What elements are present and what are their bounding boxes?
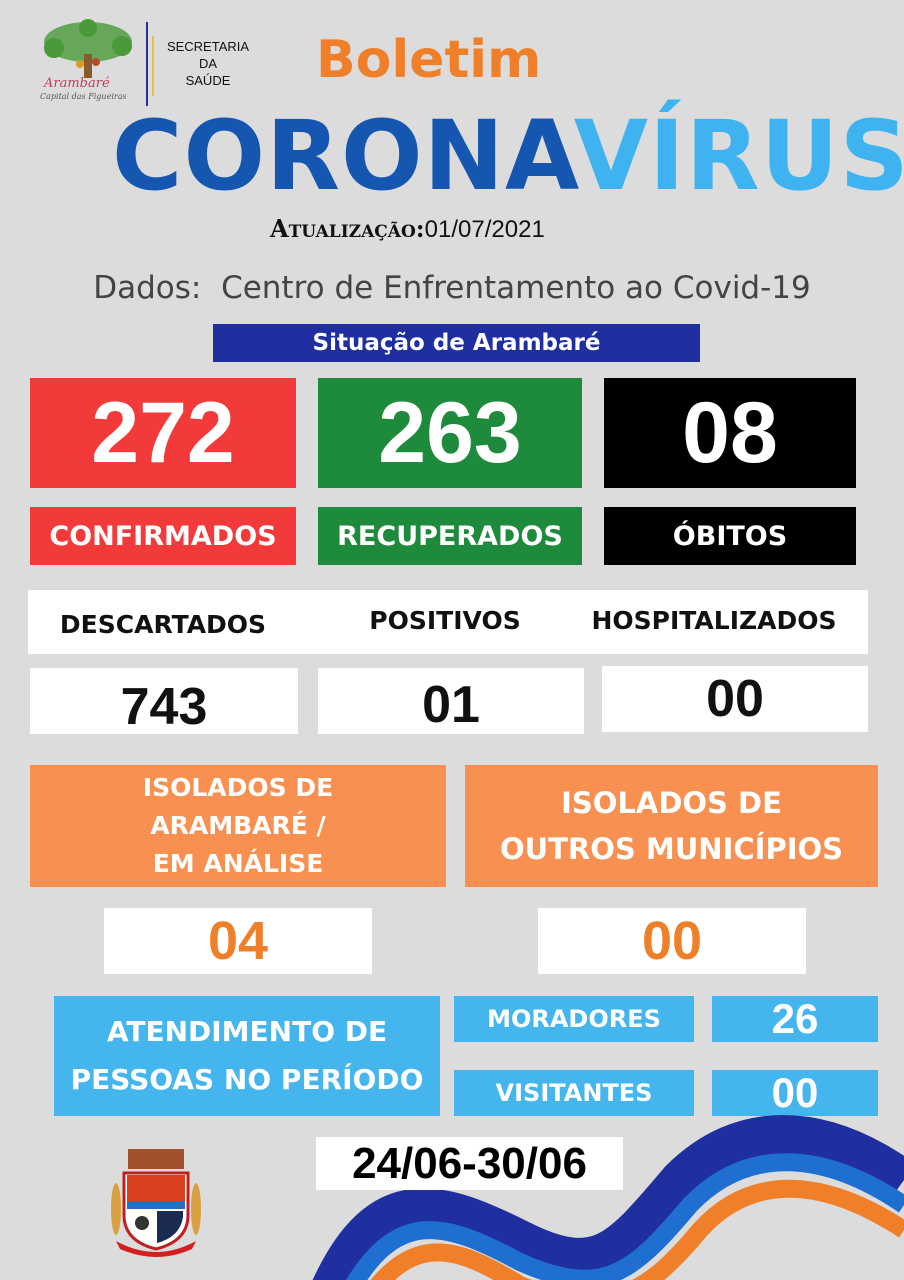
label-line: ISOLADOS DE — [561, 786, 782, 820]
logo-subtitle: Capital das Figueiras — [40, 92, 127, 101]
isolated-other-value: 00 — [538, 908, 806, 974]
secondary-labels-strip — [28, 590, 868, 654]
hospitalized-label: HOSPITALIZADOS — [591, 605, 837, 635]
label-line: ARAMBARÉ / — [150, 811, 326, 840]
divider-blue — [146, 22, 148, 106]
update-line: Atualização:01/07/2021 — [270, 214, 545, 244]
label-line: ISOLADOS DE — [142, 773, 334, 802]
label-line: PESSOAS NO PERÍODO — [70, 1063, 424, 1096]
visitors-label: VISITANTES — [454, 1070, 694, 1116]
logo-text: Arambaré — [44, 76, 110, 91]
update-date: 01/07/2021 — [424, 216, 545, 243]
recovered-value: 263 — [318, 378, 582, 488]
period-dates: 24/06-30/06 — [316, 1137, 623, 1190]
label-line: OUTROS MUNICÍPIOS — [499, 832, 844, 866]
hospitalized-value: 00 — [602, 666, 868, 732]
deaths-label: ÓBITOS — [604, 507, 856, 565]
discarded-value: 743 — [30, 668, 298, 736]
department-line: DA — [198, 56, 218, 71]
visitors-value: 00 — [712, 1069, 878, 1116]
data-source: Dados: Centro de Enfrentamento ao Covid-… — [93, 270, 811, 306]
isolated-other-label: ISOLADOS DE OUTROS MUNICÍPIOS — [465, 765, 878, 887]
department-line: SAÚDE — [185, 73, 231, 88]
title-corona: CORONA — [112, 100, 574, 212]
department-line: SECRETARIA — [166, 39, 250, 54]
label-line: ATENDIMENTO DE — [106, 1015, 388, 1048]
isolated-local-label: ISOLADOS DE ARAMBARÉ / EM ANÁLISE — [30, 765, 446, 887]
discarded-label: DESCARTADOS — [59, 609, 267, 639]
coat-of-arms — [100, 1145, 212, 1257]
update-label: Atualização: — [270, 214, 425, 243]
divider-yellow — [152, 36, 154, 96]
positive-label: POSITIVOS — [369, 605, 521, 635]
attendance-label: ATENDIMENTO DE PESSOAS NO PERÍODO — [54, 996, 440, 1116]
boletim-heading: Boletim — [316, 30, 542, 90]
confirmed-label: CONFIRMADOS — [30, 507, 296, 565]
positive-value: 01 — [318, 668, 584, 734]
confirmed-value: 272 — [30, 378, 296, 488]
department-name: SECRETARIA DA SAÚDE — [158, 38, 258, 89]
page-title: CORONAVÍRUS — [112, 100, 904, 212]
recovered-label: RECUPERADOS — [318, 507, 582, 565]
deaths-value: 08 — [604, 378, 856, 488]
residents-label: MORADORES — [454, 996, 694, 1042]
arambare-tree-logo: Arambaré Capital das Figueiras — [32, 18, 144, 108]
label-line: EM ANÁLISE — [152, 849, 324, 878]
residents-value: 26 — [712, 995, 878, 1042]
title-virus: VÍRUS — [573, 100, 904, 212]
situation-banner: Situação de Arambaré — [213, 324, 700, 362]
isolated-local-value: 04 — [104, 908, 372, 974]
